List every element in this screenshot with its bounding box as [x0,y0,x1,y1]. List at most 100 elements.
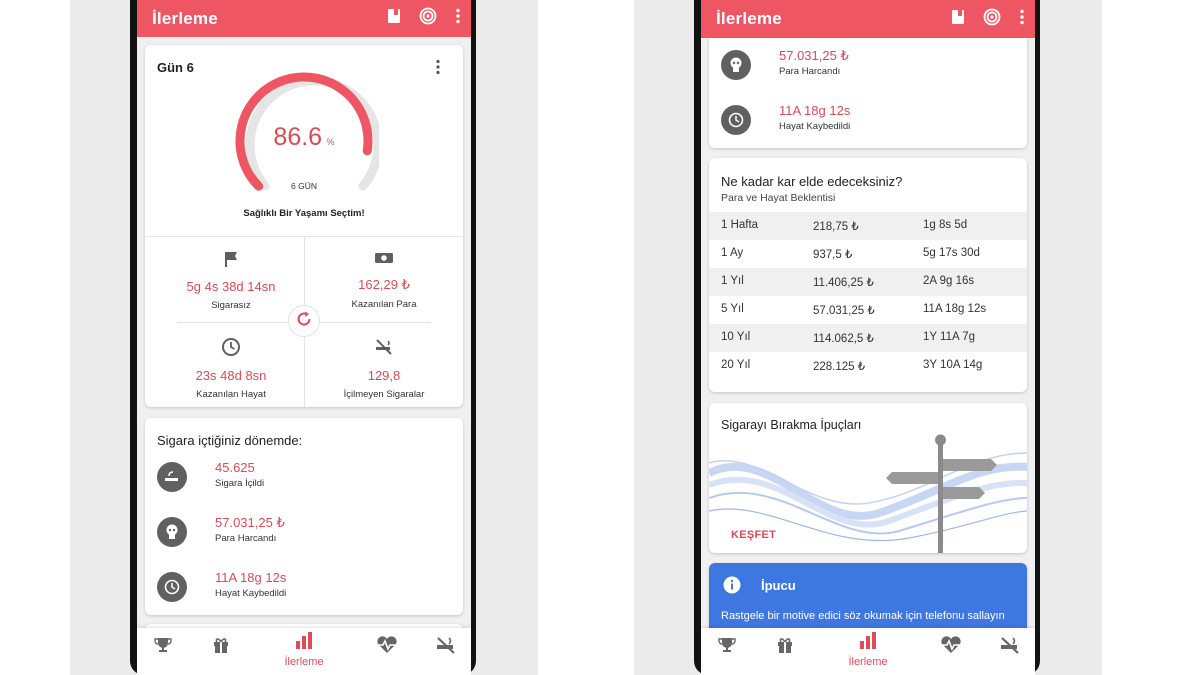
stat-value: 23s 48d 8sn [195,368,267,383]
target-icon[interactable] [983,8,1001,31]
refresh-icon [294,309,314,334]
cell-period: 5 Yıl [721,303,744,315]
list-item: 11A 18g 12s Hayat Kaybedildi [157,568,451,608]
smoking-period-card-continued: 57.031,25 ₺ Para Harcandı 11A 18g 12s Ha… [709,38,1027,148]
nav-cravings[interactable] [980,636,1035,659]
bottom-nav: İlerleme [137,628,471,675]
stat-label: Kazanılan Para [351,299,417,310]
nav-health[interactable] [921,636,981,659]
nav-progress-label: İlerleme [284,656,324,668]
list-item: 57.031,25 ₺ Para Harcandı [157,513,451,553]
stat-value: 162,29 ₺ [358,277,410,292]
nav-cravings[interactable] [416,636,471,659]
stat-money-saved: 162,29 ₺ Kazanılan Para [304,250,463,310]
cell-money: 218,75 ₺ [813,221,859,233]
item-label: Para Harcandı [779,66,841,77]
progress-card: Gün 6 86.6 % 6 GÜN Sağlıklı Bir Yaşamı S… [145,45,463,407]
bar-chart-icon [858,632,878,653]
tips-card[interactable]: Sigarayı Bırakma İpuçları KEŞFET [709,403,1027,553]
stat-life-gained: 23s 48d 8sn Kazanılan Hayat [151,337,311,400]
stat-label: Sigarasız [211,300,251,311]
nav-achievements[interactable] [701,636,757,659]
heartbeat-icon [940,636,962,658]
smoking-period-card: Sigara içtiğiniz dönemde: 45.625 Sigara … [145,418,463,615]
percent-sign: % [326,137,335,147]
more-vert-icon[interactable] [455,8,461,29]
nav-progress[interactable]: İlerleme [274,631,334,668]
explore-button[interactable]: KEŞFET [731,529,777,541]
cell-life: 1g 8s 5d [923,219,968,231]
cell-life: 1Y 11A 7g [923,331,976,343]
item-value: 57.031,25 ₺ [779,48,849,63]
cell-period: 1 Ay [721,247,744,259]
hint-text: Rastgele bir motive edici söz okumak içi… [721,610,1005,622]
list-item: 11A 18g 12s Hayat Kaybedildi [721,101,1015,141]
heartbeat-icon [376,636,398,658]
profit-table: 1 Hafta 218,75 ₺ 1g 8s 5d 1 Ay 937,5 ₺ 5g 17… [709,212,1027,382]
cell-money: 228.125 ₺ [813,361,866,373]
reset-button[interactable] [288,305,320,337]
no-smoking-nav-icon [435,637,457,658]
item-value: 11A 18g 12s [215,570,287,585]
app-bar: İlerleme [137,0,471,37]
app-title: İlerleme [716,9,782,28]
card-title: Sigara içtiğiniz dönemde: [157,433,303,448]
bottom-nav: İlerleme [701,628,1035,675]
bar-chart-icon [294,632,314,653]
cell-money: 11.406,25 ₺ [813,277,874,289]
nav-achievements[interactable] [137,636,193,659]
nav-progress-label: İlerleme [848,656,888,668]
notebook-icon[interactable] [951,9,965,30]
gift-icon [212,638,230,658]
skull-money-icon [157,517,187,547]
item-value: 45.625 [215,460,255,475]
table-row: 1 Ay 937,5 ₺ 5g 17s 30d [709,240,1027,268]
table-row: 10 Yıl 114.062,5 ₺ 1Y 11A 7g [709,324,1027,352]
table-row: 1 Hafta 218,75 ₺ 1g 8s 5d [709,212,1027,240]
app-title: İlerleme [152,8,218,28]
history-clock-icon [157,572,187,602]
history-clock-icon [721,105,751,135]
cell-life: 3Y 10A 14g [923,359,983,371]
nav-rewards[interactable] [755,636,815,659]
profit-card: Ne kadar kar elde edeceksiniz? Para ve H… [709,158,1027,392]
nav-progress[interactable]: İlerleme [838,631,898,668]
item-label: Sigara İçildi [215,478,265,489]
cell-life: 2A 9g 16s [923,275,975,287]
cell-money: 114.062,5 ₺ [813,333,874,345]
no-smoking-icon [374,339,394,361]
nav-rewards[interactable] [191,636,251,659]
percent-value: 86.6 [273,123,323,151]
no-smoking-nav-icon [999,637,1021,658]
hint-title: İpucu [761,578,796,593]
stat-smoke-free: 5g 4s 38d 14sn Sigarasız [151,250,311,311]
card-more-icon[interactable] [435,59,441,80]
gift-icon [776,638,794,658]
list-item: 57.031,25 ₺ Para Harcandı [721,46,1015,86]
item-label: Hayat Kaybedildi [215,588,287,599]
clock-icon [221,338,241,361]
table-row: 1 Yıl 11.406,25 ₺ 2A 9g 16s [709,268,1027,296]
phone-screen-right: İlerleme 57.031,25 ₺ Para Harcandı 11A 1… [701,0,1035,675]
more-vert-icon[interactable] [1019,9,1025,30]
skull-money-icon [721,50,751,80]
cell-life: 5g 17s 30d [923,247,980,259]
signpost-illustration [709,434,1027,553]
cell-period: 20 Yıl [721,359,751,371]
cell-life: 11A 18g 12s [923,303,987,315]
target-icon[interactable] [419,7,437,30]
trophy-icon [718,638,736,658]
cell-period: 10 Yıl [721,331,751,343]
nav-health[interactable] [357,636,417,659]
notebook-icon[interactable] [387,8,401,29]
item-label: Hayat Kaybedildi [779,121,851,132]
phone-screen-left: İlerleme Gün 6 86.6 % 6 GÜN Sağlıkl [137,0,471,675]
app-bar: İlerleme [701,0,1035,38]
stat-label: Kazanılan Hayat [196,389,266,400]
money-icon [374,253,394,270]
stat-label: İçilmeyen Sigaralar [343,389,425,400]
card-title: Ne kadar kar elde edeceksiniz? [721,174,903,189]
item-value: 57.031,25 ₺ [215,515,285,530]
day-title: Gün 6 [157,60,194,75]
percent-display: 86.6 % [145,123,463,152]
